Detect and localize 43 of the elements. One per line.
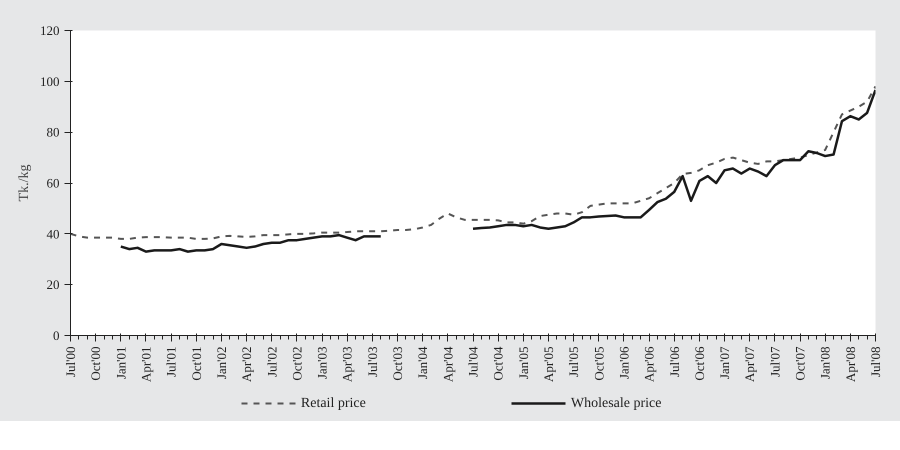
x-tick-label: Apr'07 — [742, 346, 758, 382]
x-tick-label: Apr'03 — [340, 346, 355, 382]
y-tick-label: 80 — [46, 124, 60, 140]
x-tick-label: Jan'03 — [314, 346, 330, 380]
x-tick-label: Jan'01 — [113, 346, 128, 380]
y-tick-label: 60 — [46, 176, 60, 190]
x-tick-label: Jul'06 — [666, 346, 682, 378]
y-tick-label: 20 — [46, 277, 60, 292]
x-tick-label: Jul'05 — [566, 346, 582, 378]
x-tick-label: Jan'05 — [516, 346, 531, 380]
x-tick-label: Jul'02 — [264, 346, 280, 378]
x-tick-label: Oct'03 — [390, 346, 406, 381]
x-tick-label: Apr'02 — [239, 346, 254, 382]
x-tick-label: Apr'05 — [540, 346, 556, 382]
x-tick-label: Jan'02 — [214, 346, 229, 380]
x-tick-label: Jul'04 — [466, 346, 480, 378]
x-tick-label: Apr'01 — [138, 346, 154, 382]
x-tick-label: Oct'07 — [792, 346, 808, 381]
y-tick-label: 120 — [40, 23, 60, 38]
x-tick-label: Oct'02 — [289, 346, 304, 381]
x-tick-label: Apr'08 — [842, 346, 858, 382]
y-tick-label: 0 — [53, 328, 60, 343]
x-tick-label: Jan'06 — [616, 346, 632, 380]
x-tick-label: Oct'00 — [88, 346, 104, 381]
y-tick-label: 40 — [46, 226, 60, 242]
x-tick-label: Jan'08 — [818, 346, 833, 380]
y-tick-label: 100 — [40, 74, 60, 89]
x-tick-label: Apr'04 — [440, 346, 456, 382]
x-tick-label: Oct'05 — [591, 346, 606, 381]
y-axis-title: Tk./kg — [17, 164, 32, 202]
legend-label: Wholesale price — [570, 396, 662, 411]
x-tick-label: Oct'06 — [692, 346, 707, 381]
x-tick-label: Jul'07 — [767, 346, 782, 378]
x-tick-label: Jul'08 — [868, 346, 883, 378]
x-tick-label: Oct'04 — [490, 346, 506, 381]
legend-label: Retail price — [300, 396, 366, 411]
x-tick-label: Apr'06 — [642, 346, 657, 382]
x-tick-label: Jan'04 — [415, 346, 430, 380]
x-tick-label: Oct'01 — [188, 346, 204, 381]
x-tick-label: Jul'00 — [63, 346, 78, 378]
x-tick-label: Jul'01 — [164, 346, 179, 378]
x-tick-label: Jan'07 — [717, 346, 732, 380]
x-tick-label: Jul'03 — [364, 346, 380, 378]
